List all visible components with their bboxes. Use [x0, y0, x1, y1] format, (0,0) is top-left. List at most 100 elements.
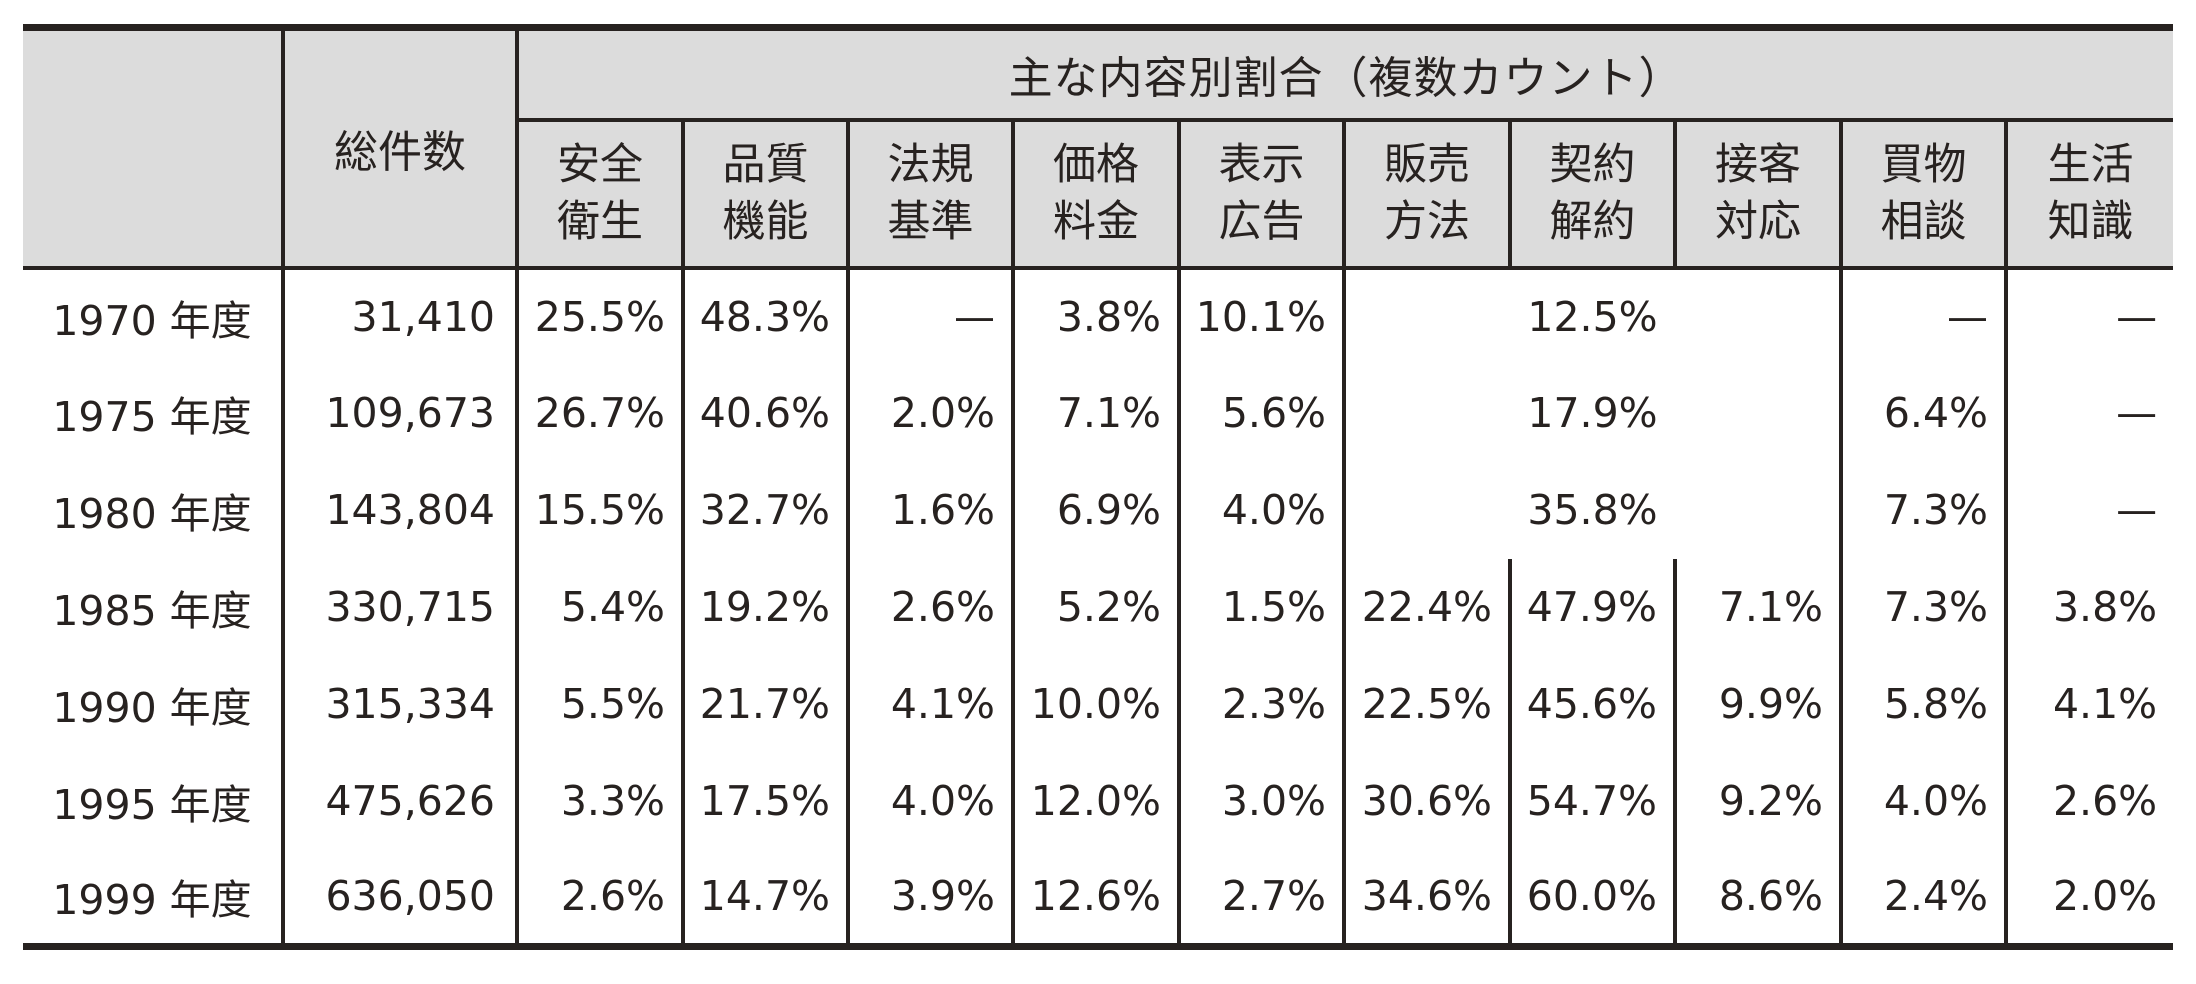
- sales-cell: 30.6%: [1342, 752, 1510, 850]
- shopping-cell: 6.4%: [1839, 364, 2006, 462]
- year-cell: 1995 年度: [23, 752, 283, 850]
- advertising-cell: 1.5%: [1177, 558, 1344, 656]
- shopping-cell: 7.3%: [1839, 461, 2006, 559]
- header-labeling-advertising: 表示 広告: [1177, 119, 1344, 270]
- contract-cell: 54.7%: [1508, 752, 1675, 850]
- knowledge-cell: 4.1%: [2003, 655, 2174, 753]
- price-cell: 12.6%: [1011, 849, 1179, 947]
- advertising-cell: 4.0%: [1177, 461, 1344, 559]
- year-cell: 1980 年度: [23, 461, 283, 559]
- service-cell: 9.2%: [1673, 752, 1841, 850]
- advertising-cell: 2.3%: [1177, 655, 1344, 753]
- header-total-count: 総件数: [281, 27, 517, 270]
- header-regulation-standard: 法規 基準: [846, 119, 1013, 270]
- table-row-1990: 1990 年度 315,334 5.5% 21.7% 4.1% 10.0% 2.…: [23, 655, 2174, 753]
- price-cell: 3.8%: [1011, 267, 1179, 365]
- regulation-cell: 3.9%: [846, 849, 1013, 947]
- quality-cell: 48.3%: [681, 267, 848, 365]
- header-regulation-standard-label: 法規 基準: [887, 139, 974, 247]
- consultation-content-table: 総件数 主な内容別割合（複数カウント） 安全 衛生 品質 機能 法規 基準 価格…: [23, 24, 2174, 950]
- price-cell: 7.1%: [1011, 364, 1179, 462]
- table-body: 1970 年度 31,410 25.5% 48.3% — 3.8% 10.1% …: [23, 267, 2174, 947]
- quality-cell: 21.7%: [681, 655, 848, 753]
- year-cell: 1985 年度: [23, 558, 283, 656]
- knowledge-cell: 2.6%: [2003, 752, 2174, 850]
- advertising-cell: 3.0%: [1177, 752, 1344, 850]
- advertising-cell: 2.7%: [1177, 849, 1344, 947]
- regulation-cell: 2.6%: [846, 558, 1013, 656]
- regulation-cell: —: [846, 267, 1013, 365]
- header-price-fee: 価格 料金: [1011, 119, 1179, 270]
- safety-cell: 25.5%: [515, 267, 683, 365]
- table-row-1970: 1970 年度 31,410 25.5% 48.3% — 3.8% 10.1% …: [23, 267, 2174, 365]
- header-life-knowledge-label: 生活 知識: [2047, 139, 2134, 247]
- sales-contract-service-merged-cell: 35.8%: [1342, 461, 1841, 559]
- price-cell: 5.2%: [1011, 558, 1179, 656]
- safety-cell: 26.7%: [515, 364, 683, 462]
- shopping-cell: 4.0%: [1839, 752, 2006, 850]
- table-row-1985: 1985 年度 330,715 5.4% 19.2% 2.6% 5.2% 1.5…: [23, 558, 2174, 656]
- quality-cell: 40.6%: [681, 364, 848, 462]
- header-safety-hygiene: 安全 衛生: [515, 119, 683, 270]
- header-price-fee-label: 価格 料金: [1053, 139, 1139, 247]
- table-header: 総件数 主な内容別割合（複数カウント） 安全 衛生 品質 機能 法規 基準 価格…: [23, 27, 2174, 270]
- advertising-cell: 10.1%: [1177, 267, 1344, 365]
- shopping-cell: 7.3%: [1839, 558, 2006, 656]
- year-cell: 1999 年度: [23, 849, 283, 947]
- price-cell: 6.9%: [1011, 461, 1179, 559]
- header-customer-service: 接客 対応: [1673, 119, 1841, 270]
- shopping-cell: 2.4%: [1839, 849, 2006, 947]
- header-sales-method-label: 販売 方法: [1384, 139, 1470, 247]
- knowledge-cell: 3.8%: [2003, 558, 2174, 656]
- year-cell: 1970 年度: [23, 267, 283, 365]
- total-count-cell: 31,410: [281, 267, 517, 365]
- sales-cell: 22.4%: [1342, 558, 1510, 656]
- safety-cell: 5.4%: [515, 558, 683, 656]
- knowledge-cell: 2.0%: [2003, 849, 2174, 947]
- year-cell: 1990 年度: [23, 655, 283, 753]
- shopping-cell: —: [1839, 267, 2006, 365]
- table-row-1980: 1980 年度 143,804 15.5% 32.7% 1.6% 6.9% 4.…: [23, 461, 2174, 559]
- total-count-cell: 143,804: [281, 461, 517, 559]
- regulation-cell: 4.1%: [846, 655, 1013, 753]
- regulation-cell: 4.0%: [846, 752, 1013, 850]
- sales-contract-service-merged-cell: 12.5%: [1342, 267, 1841, 365]
- header-life-knowledge: 生活 知識: [2003, 119, 2174, 270]
- safety-cell: 3.3%: [515, 752, 683, 850]
- service-cell: 8.6%: [1673, 849, 1841, 947]
- table-row-1975: 1975 年度 109,673 26.7% 40.6% 2.0% 7.1% 5.…: [23, 364, 2174, 462]
- knowledge-cell: —: [2003, 461, 2174, 559]
- corner-blank-cell: [23, 27, 283, 270]
- safety-cell: 5.5%: [515, 655, 683, 753]
- header-group-title: 主な内容別割合（複数カウント）: [514, 27, 2174, 122]
- service-cell: 9.9%: [1673, 655, 1841, 753]
- header-shopping-consultation: 買物 相談: [1839, 119, 2006, 270]
- header-contract-cancellation-label: 契約 解約: [1549, 139, 1636, 247]
- contract-cell: 47.9%: [1508, 558, 1675, 656]
- year-cell: 1975 年度: [23, 364, 283, 462]
- quality-cell: 19.2%: [681, 558, 848, 656]
- header-labeling-advertising-label: 表示 広告: [1218, 139, 1305, 247]
- table-row-1999: 1999 年度 636,050 2.6% 14.7% 3.9% 12.6% 2.…: [23, 849, 2174, 947]
- total-count-cell: 475,626: [281, 752, 517, 850]
- knowledge-cell: —: [2003, 267, 2174, 365]
- header-safety-hygiene-label: 安全 衛生: [557, 139, 643, 247]
- header-shopping-consultation-label: 買物 相談: [1880, 139, 1967, 247]
- regulation-cell: 2.0%: [846, 364, 1013, 462]
- sales-cell: 22.5%: [1342, 655, 1510, 753]
- quality-cell: 32.7%: [681, 461, 848, 559]
- price-cell: 10.0%: [1011, 655, 1179, 753]
- safety-cell: 15.5%: [515, 461, 683, 559]
- header-contract-cancellation: 契約 解約: [1508, 119, 1675, 270]
- contract-cell: 60.0%: [1508, 849, 1675, 947]
- quality-cell: 17.5%: [681, 752, 848, 850]
- total-count-cell: 315,334: [281, 655, 517, 753]
- header-quality-function: 品質 機能: [681, 119, 848, 270]
- price-cell: 12.0%: [1011, 752, 1179, 850]
- sales-contract-service-merged-cell: 17.9%: [1342, 364, 1841, 462]
- regulation-cell: 1.6%: [846, 461, 1013, 559]
- knowledge-cell: —: [2003, 364, 2174, 462]
- total-count-cell: 330,715: [281, 558, 517, 656]
- service-cell: 7.1%: [1673, 558, 1841, 656]
